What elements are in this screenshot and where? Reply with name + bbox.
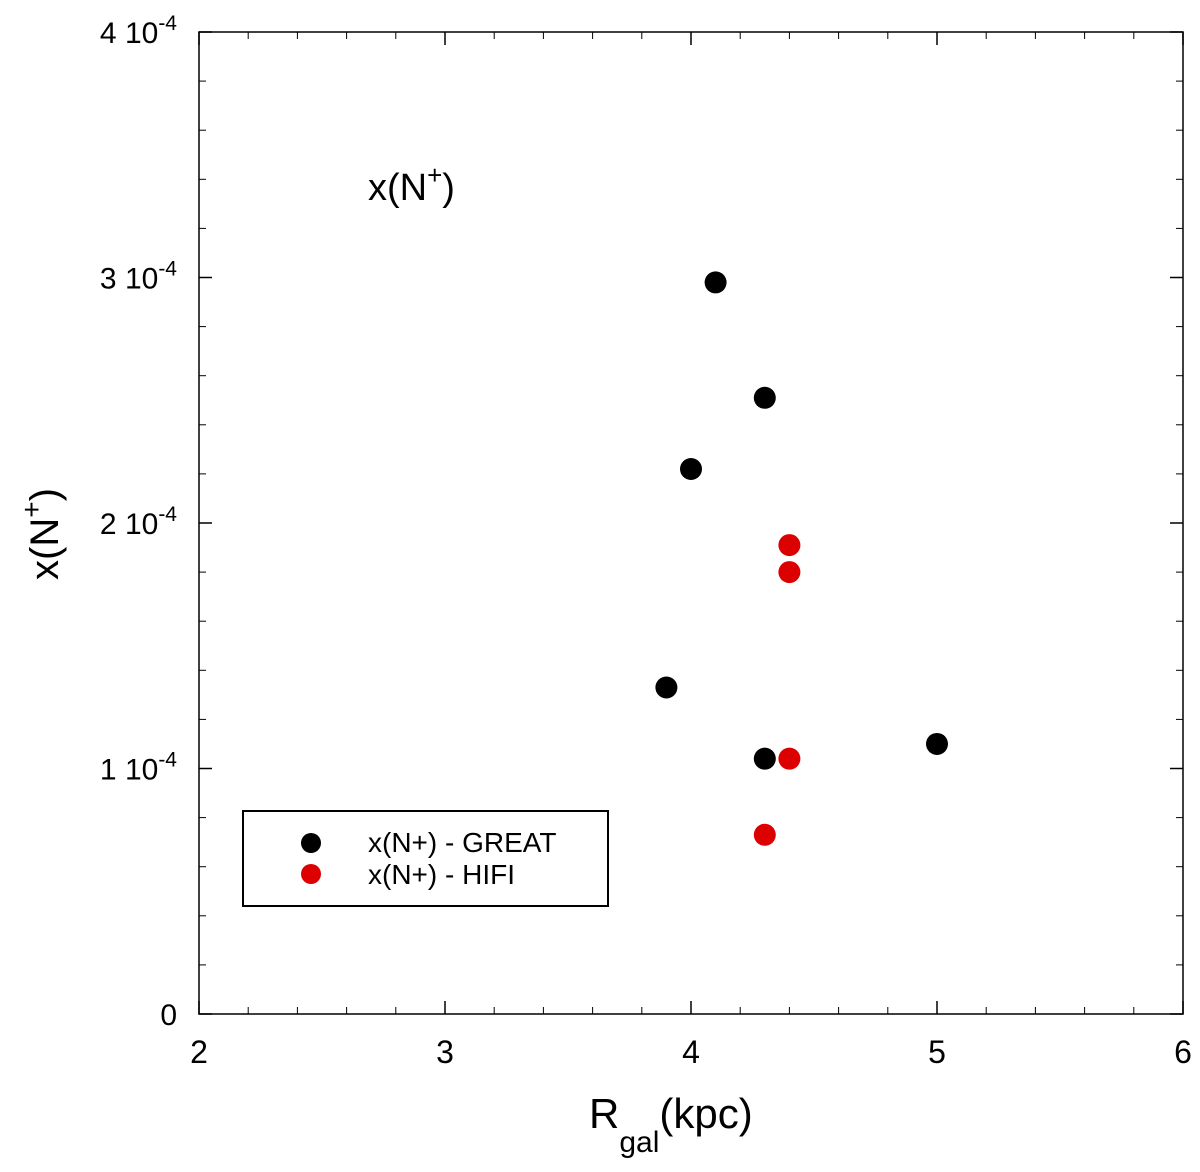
y-axis-label: x(N+) — [16, 488, 67, 580]
y-tick-labels: 0 1 10-4 2 10-4 3 10-4 4 10-4 — [100, 12, 177, 1032]
x-tick-label: 3 — [436, 1034, 454, 1070]
plot-annotation: x(N+) — [368, 160, 455, 209]
legend: x(N+) - GREAT x(N+) - HIFI — [242, 810, 609, 907]
x-tick-label: 2 — [190, 1034, 208, 1070]
great-data-point — [704, 271, 727, 294]
x-tick-label: 6 — [1174, 1034, 1192, 1070]
y-tick-label: 4 10-4 — [100, 12, 177, 50]
y-tick-label: 0 — [160, 999, 177, 1032]
y-tick-label: 1 10-4 — [100, 749, 177, 787]
data-points — [655, 271, 948, 846]
x-tick-label: 4 — [682, 1034, 700, 1070]
great-data-point — [655, 676, 678, 699]
x-tick-labels: 2 3 4 5 6 — [190, 1034, 1192, 1070]
great-data-point — [753, 386, 776, 409]
major-ticks — [198, 31, 1184, 1015]
legend-box — [242, 810, 609, 907]
great-data-point — [753, 747, 776, 770]
great-data-point — [926, 732, 948, 755]
legend-marker-hifi — [301, 864, 321, 884]
x-axis-label: Rgal(kpc) — [589, 1090, 753, 1159]
legend-label-hifi: x(N+) - HIFI — [368, 859, 515, 890]
hifi-data-point — [778, 534, 801, 557]
y-tick-label: 3 10-4 — [100, 258, 177, 296]
great-data-point — [680, 457, 702, 480]
y-tick-label: 2 10-4 — [100, 503, 177, 541]
hifi-data-point — [753, 823, 776, 846]
legend-label-great: x(N+) - GREAT — [368, 827, 556, 858]
hifi-data-point — [778, 561, 801, 584]
hifi-data-point — [778, 747, 801, 770]
x-tick-label: 5 — [928, 1034, 946, 1070]
legend-marker-great — [301, 833, 321, 853]
minor-ticks — [199, 32, 1183, 1014]
